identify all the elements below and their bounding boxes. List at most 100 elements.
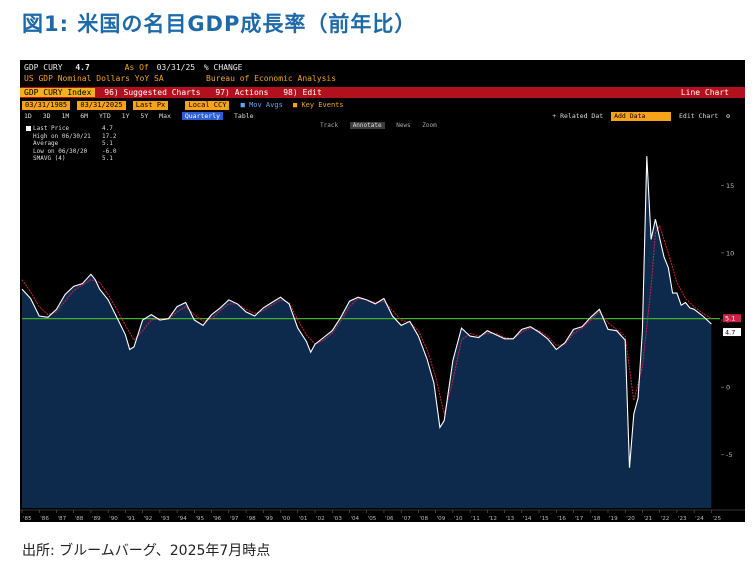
x-tick-label: '08 <box>419 516 428 522</box>
price-select[interactable]: Last Px <box>132 101 169 110</box>
as-of-date: 03/31/25 <box>156 63 196 72</box>
period-3d[interactable]: 3D <box>42 112 51 120</box>
currency-select[interactable]: Local CCY <box>185 101 230 110</box>
zoom-tool[interactable]: Zoom <box>422 122 437 129</box>
track-tool[interactable]: Track <box>320 122 339 129</box>
price-line <box>21 156 712 468</box>
x-tick-label: '94 <box>178 516 187 522</box>
series-description: US GDP Nominal Dollars YoY SA <box>24 74 164 83</box>
x-tick-label: '10 <box>454 516 463 522</box>
table-button[interactable]: Table <box>234 112 254 120</box>
price-badge-label: 4.7 <box>725 329 735 337</box>
high-swatch <box>26 134 31 139</box>
y-tick-label: -5 <box>726 451 732 459</box>
x-tick-label: '91 <box>126 516 135 522</box>
legend-label: Last Price <box>33 125 70 132</box>
add-data-field[interactable]: Add Data <box>611 112 672 121</box>
x-tick-label: '25 <box>712 516 721 522</box>
end-date-field[interactable]: 03/31/2025 <box>77 101 126 110</box>
chart-plot: -5051015'85'86'87'88'89'90'91'92'93'94'9… <box>20 156 745 522</box>
legend-value: 5.1 <box>102 140 113 147</box>
legend-low: Low on 06/30/20 -6.0 <box>26 147 116 156</box>
x-tick-label: '11 <box>471 516 480 522</box>
x-tick-label: '06 <box>385 516 394 522</box>
y-tick-label: 15 <box>726 182 734 190</box>
frequency-select[interactable]: Quarterly <box>181 112 224 120</box>
key-events-label: Key Events <box>301 101 344 109</box>
moving-average-checkbox[interactable]: ■ Mov Avgs <box>240 101 283 109</box>
x-tick-label: '24 <box>695 516 704 522</box>
right-tools: + Related Dat Add Data Edit Chart ⚙ <box>552 111 734 121</box>
gear-icon[interactable]: ⚙ <box>726 112 730 120</box>
annotate-tool[interactable]: Annotate <box>349 122 385 129</box>
x-tick-label: '95 <box>195 516 204 522</box>
legend-label: SMAVG (4) <box>33 155 66 162</box>
period-ytd[interactable]: YTD <box>99 112 111 120</box>
index-label[interactable]: GDP CURY Index <box>20 88 96 97</box>
x-tick-label: '00 <box>282 516 291 522</box>
x-tick-label: '19 <box>609 516 618 522</box>
x-tick-label: '07 <box>402 516 411 522</box>
actions-menu[interactable]: 97) Actions <box>215 88 269 97</box>
legend-label: High on 06/30/21 <box>33 132 91 140</box>
legend-label: Low on 06/30/20 <box>33 147 88 155</box>
legend-label: Average <box>33 140 59 147</box>
x-tick-label: '13 <box>506 516 515 522</box>
legend-last-price: Last Price 4.7 <box>26 125 113 133</box>
x-tick-label: '12 <box>488 516 497 522</box>
period-bar: 1D 3D 1M 6M YTD 1Y 5Y Max Quarterly Tabl… <box>20 111 745 121</box>
edit-menu[interactable]: 98) Edit <box>283 88 322 97</box>
x-tick-label: '16 <box>557 516 566 522</box>
start-date-field[interactable]: 03/31/1985 <box>22 101 71 110</box>
smavg-line <box>21 224 712 415</box>
period-5y[interactable]: 5Y <box>140 112 149 120</box>
legend-value: 17.2 <box>102 132 117 140</box>
period-1m[interactable]: 1M <box>61 112 70 120</box>
period-max[interactable]: Max <box>159 112 171 120</box>
header-line-1: GDP CURY 4.7 As Of 03/31/25 % CHANGE <box>24 63 745 72</box>
last-value: 4.7 <box>75 63 90 72</box>
edit-chart-button[interactable]: Edit Chart <box>679 112 719 120</box>
period-1y[interactable]: 1Y <box>121 112 130 120</box>
legend-value: 5.1 <box>102 155 113 162</box>
related-data-button[interactable]: + Related Dat <box>552 112 604 120</box>
function-bar: GDP CURY Index 96) Suggested Charts 97) … <box>20 87 745 98</box>
smavg-badge <box>723 314 741 323</box>
x-tick-label: '20 <box>626 516 635 522</box>
axes: -5051015'85'86'87'88'89'90'91'92'93'94'9… <box>20 182 745 522</box>
bloomberg-terminal: GDP CURY 4.7 As Of 03/31/25 % CHANGE US … <box>20 60 745 522</box>
chart-type-label: Line Chart <box>680 88 729 97</box>
chart-legend: Last Price 4.7 High on 06/30/21 17.2 Avera… <box>26 125 116 163</box>
ticker: GDP CURY <box>24 63 63 72</box>
x-tick-label: '23 <box>678 516 687 522</box>
suggested-charts-menu[interactable]: 96) Suggested Charts <box>104 88 201 97</box>
x-tick-label: '93 <box>161 516 170 522</box>
legend-value: -6.0 <box>102 147 117 155</box>
header-line-2: US GDP Nominal Dollars YoY SA Bureau of … <box>24 74 745 83</box>
mov-avgs-label: Mov Avgs <box>249 101 283 109</box>
x-tick-label: '92 <box>144 516 153 522</box>
x-tick-label: '86 <box>40 516 49 522</box>
as-of-label: As Of <box>124 63 149 72</box>
source-note: 出所: ブルームバーグ、2025年7月時点 <box>22 543 271 559</box>
period-1d[interactable]: 1D <box>24 112 32 120</box>
key-events-checkbox[interactable]: ■ Key Events <box>293 101 344 109</box>
price-area-fill <box>22 156 712 508</box>
y-tick-label: 10 <box>726 249 734 257</box>
x-tick-label: '01 <box>299 516 308 522</box>
low-swatch <box>26 149 31 154</box>
x-tick-label: '88 <box>75 516 84 522</box>
news-tool[interactable]: News <box>396 122 411 129</box>
x-tick-label: '03 <box>333 516 342 522</box>
chart-tools: Track Annotate News Zoom <box>320 122 445 129</box>
x-tick-label: '87 <box>57 516 66 522</box>
period-6m[interactable]: 6M <box>80 112 89 120</box>
legend-value: 4.7 <box>102 125 113 132</box>
x-tick-label: '98 <box>247 516 256 522</box>
x-tick-label: '18 <box>592 516 601 522</box>
x-tick-label: '14 <box>523 516 532 522</box>
x-tick-label: '99 <box>264 516 273 522</box>
plot-area <box>21 156 720 508</box>
x-tick-label: '15 <box>540 516 549 522</box>
smavg-badge-label: 5.1 <box>725 315 735 323</box>
